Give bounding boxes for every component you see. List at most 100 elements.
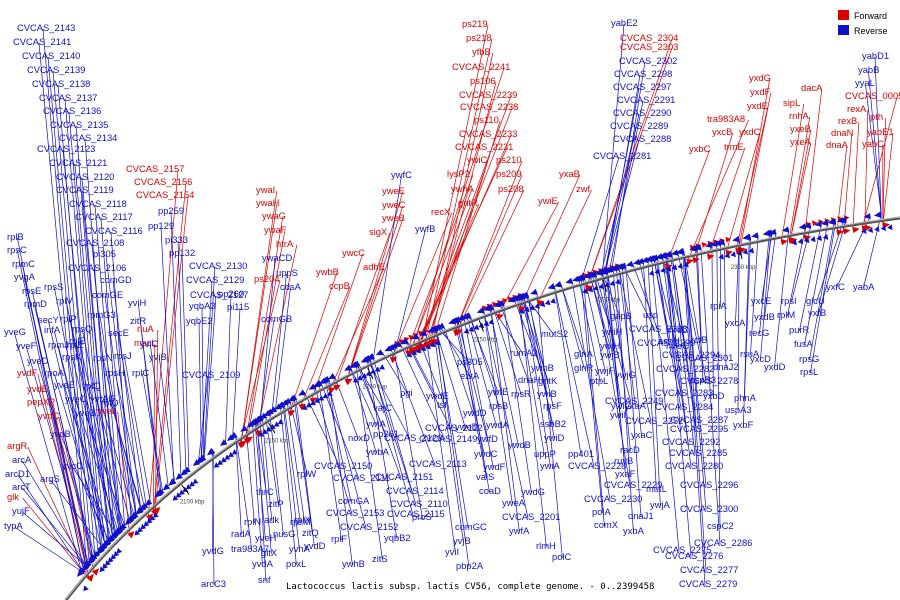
gene-labels: CVCAS_2157 CVCAS_2156 CVCAS_2154 ywaI ywaH yw… [4,17,900,589]
forward-leader-line [453,174,523,334]
reverse-leader-line [99,315,133,519]
reverse-leader-line [252,423,263,566]
forward-gene-label: CVCAS_2156 [134,176,192,187]
reverse-gene-label: yvdB [50,428,71,439]
reverse-leader-line [112,280,142,511]
forward-gene-arrow [735,247,743,255]
reverse-gene-arrow [484,304,492,311]
reverse-gene-label: CVCAS_2117 [75,211,133,222]
forward-gene-label: ps204 [254,273,280,284]
forward-gene-label: recX [431,206,451,217]
reverse-leader-line [743,237,750,427]
forward-gene-label: ywbB [316,266,339,277]
reverse-leader-line [677,252,702,360]
reverse-leader-line [54,287,106,546]
reverse-gene-block [582,288,588,294]
reverse-gene-label: usp [643,309,658,320]
reverse-gene-label: yveC [65,393,87,404]
forward-gene-label: yxaB [559,168,580,179]
reverse-gene-label: zitQ [302,527,319,538]
reverse-leader-line [503,303,532,494]
reverse-leader-line [523,296,551,468]
genome-caption: Lactococcus lactis subsp. lactis CV56, c… [286,582,654,592]
forward-leader-line [256,244,298,435]
reverse-gene-label: CVCAS_2116 [85,225,143,236]
reverse-gene-label: fusA [794,338,814,349]
reverse-gene-block [140,523,147,530]
reverse-gene-label: CVCAS_2296 [680,479,738,490]
reverse-gene-arrow [476,307,485,314]
reverse-gene-label: CVCAS_2119 [56,184,114,195]
reverse-gene-label: rpsH [105,367,125,378]
reverse-gene-label: CVCAS_2129 [186,274,244,285]
reverse-gene-label: CVCAS_2134 [59,132,117,143]
reverse-gene-label: rplM [777,309,795,320]
reverse-leader-line [683,251,707,572]
reverse-gene-label: secE [108,327,129,338]
reverse-gene-block [791,239,797,246]
reverse-leader-line [589,275,611,348]
reverse-gene-label: yxdB [754,311,775,322]
reverse-gene-block [598,283,605,290]
reverse-gene-block [803,237,810,244]
forward-gene-label: ccpB [329,280,350,291]
reverse-gene-arrow [263,410,272,417]
reverse-gene-label: ywiB [537,388,557,399]
reverse-leader-line [399,343,446,441]
reverse-gene-label: dnaH [518,374,540,385]
reverse-gene-block [425,343,432,350]
forward-gene-arrow [86,574,94,582]
reverse-leader-line [682,251,706,586]
reverse-gene-block [146,518,153,524]
reverse-leader-line [100,217,125,526]
reverse-gene-arrow [430,325,438,332]
forward-gene-label: ywcC [342,247,365,258]
reverse-leader-line [584,277,606,373]
reverse-gene-label: yabB [858,64,879,75]
reverse-gene-label: rpmJ [48,339,69,350]
reverse-gene-block [258,431,265,437]
reverse-gene-block [822,234,829,240]
forward-leader-line [789,129,812,241]
forward-leader-line [686,119,749,262]
reverse-gene-label: CVCAS_2140 [22,50,80,61]
reverse-leader-line [661,256,689,444]
reverse-gene-block [463,328,470,334]
reverse-gene-label: CVCAS_2150 [314,460,372,471]
reverse-leader-line [683,251,707,383]
reverse-gene-label: CVCAS_2287 [670,414,728,425]
reverse-gene-label: CVCAS_2113 [409,458,467,469]
reverse-gene-label: purR [789,324,810,335]
position-ticks: 2100 kbp 2150 kbp 2200 kbp 2250 kbp 2300 kbp… [180,247,756,506]
reverse-leader-line [463,317,494,469]
reverse-leader-line [142,373,163,491]
forward-leader-line [725,132,761,254]
forward-leader-line [585,47,673,289]
reverse-leader-line [355,364,383,561]
reverse-gene-arrow [547,283,556,290]
reverse-gene-arrow [375,349,384,356]
reverse-gene-arrow [168,478,176,486]
reverse-gene-arrow [606,265,614,273]
reverse-leader-line [118,333,147,506]
reverse-gene-label: CVCAS_2127 [190,289,248,300]
reverse-gene-label: CVCAS_2123 [37,143,95,154]
reverse-leader-line [225,294,232,442]
reverse-gene-label: rpsJ [114,350,132,361]
reverse-gene-label: CVCAS_2291 [617,94,675,105]
reverse-leader-line [761,232,773,303]
forward-gene-label: yxdE [747,100,768,111]
reverse-gene-label: phnA [734,392,757,403]
reverse-gene-block [172,495,179,501]
reverse-gene-block [352,377,359,383]
forward-gene-label: adhE [363,261,385,272]
reverse-gene-label: pp259 [158,205,184,216]
reverse-gene-label: ps305 [457,356,483,367]
forward-leader-line [804,88,823,238]
reverse-gene-block [730,251,736,258]
reverse-leader-line [604,113,640,272]
reverse-gene-label: yqbA3 [189,300,216,311]
reverse-gene-label: CVCAS_2252 [625,415,683,426]
reverse-gene-label: ruvB [614,455,633,466]
reverse-gene-label: CVCAS_2114 [386,485,444,496]
